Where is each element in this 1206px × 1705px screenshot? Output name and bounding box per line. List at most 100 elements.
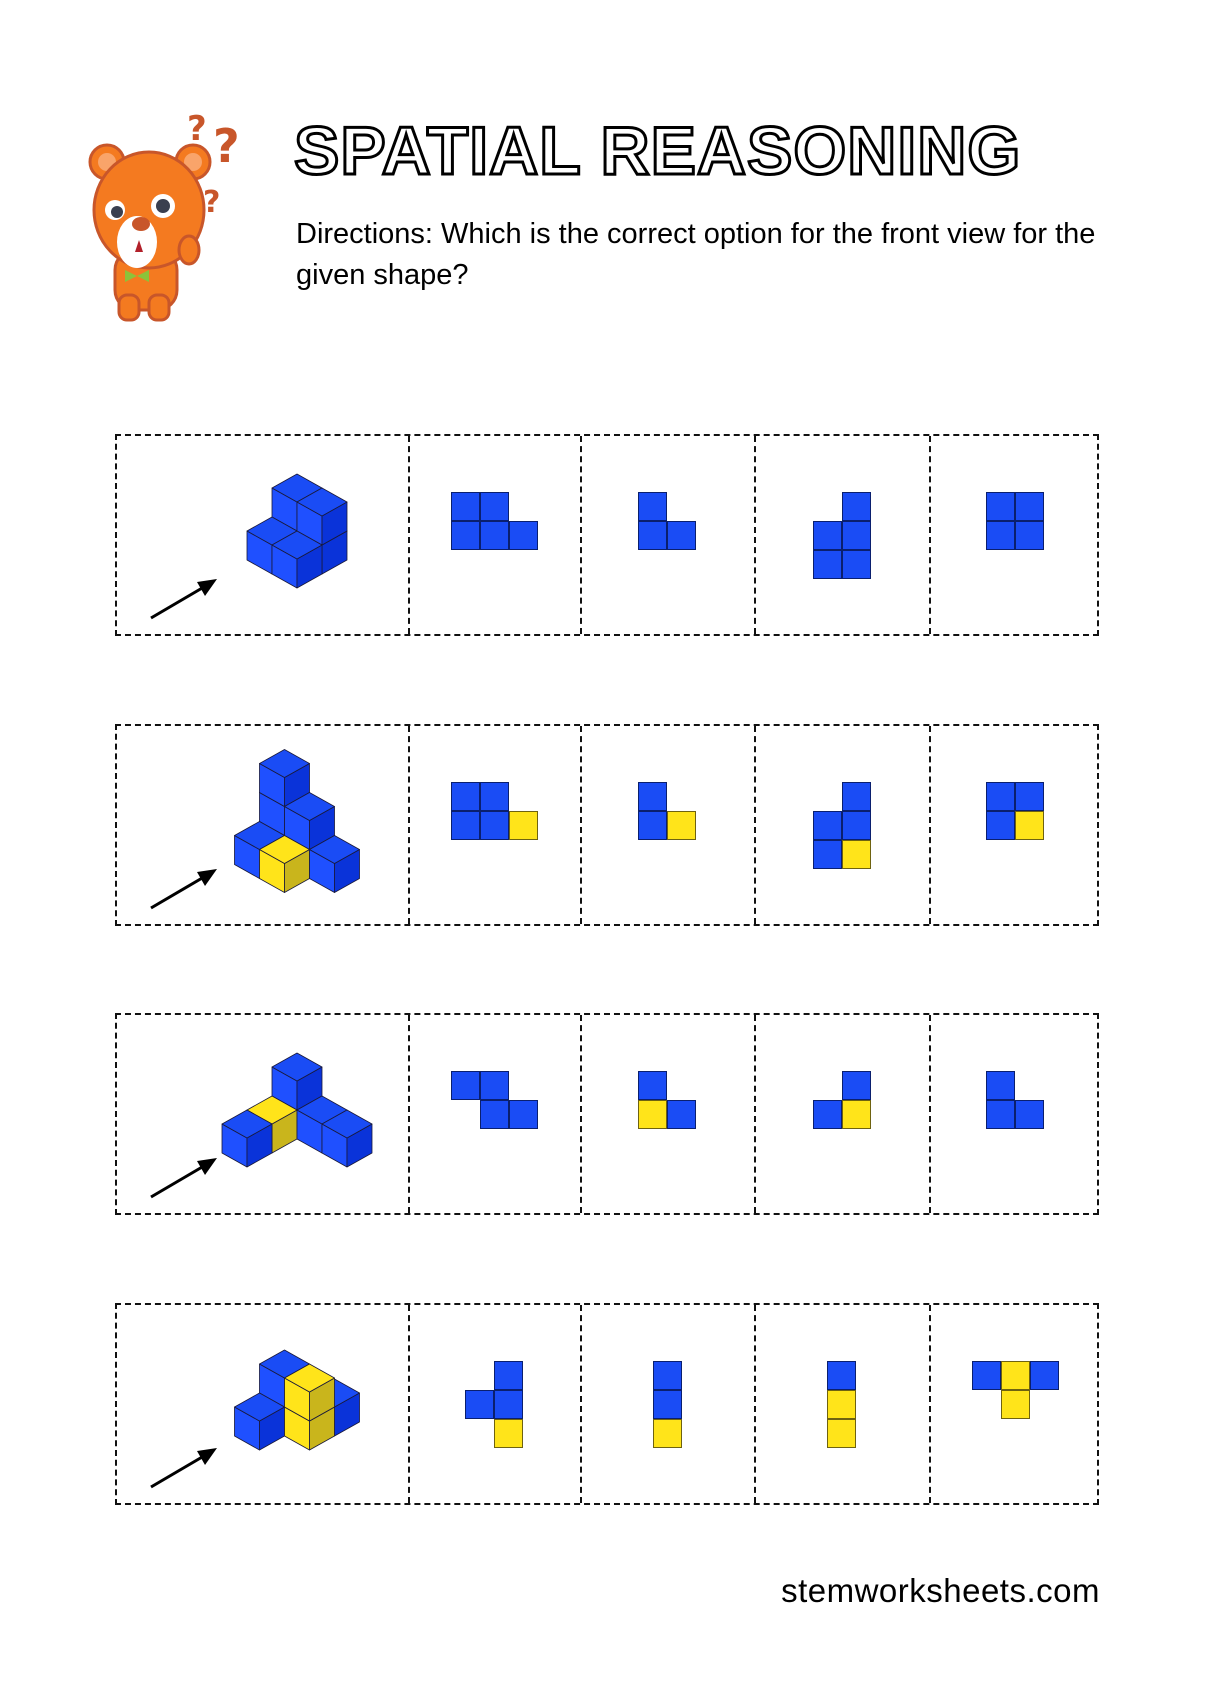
view-arrow-head <box>197 869 217 886</box>
answer-option-a[interactable] <box>408 1015 580 1213</box>
question-row <box>115 1013 1099 1215</box>
answer-option-b[interactable] <box>580 1015 754 1213</box>
cell-divider <box>754 436 756 634</box>
front-view-grid <box>812 782 871 869</box>
blue-square <box>479 811 509 840</box>
cell-divider <box>580 1305 582 1503</box>
cube-top-face <box>271 530 323 560</box>
yellow-square <box>1015 811 1044 840</box>
cube-top-face <box>284 792 335 821</box>
svg-text:?: ? <box>203 185 220 220</box>
thinking-bear-icon: ? ? ? <box>85 100 270 325</box>
answer-option-c[interactable] <box>754 726 929 924</box>
answer-option-d[interactable] <box>929 1015 1101 1213</box>
blue-square <box>479 521 509 550</box>
cell-divider <box>754 726 756 924</box>
yellow-square <box>827 1419 856 1448</box>
blue-square <box>479 492 509 521</box>
answer-option-a[interactable] <box>408 436 580 634</box>
blue-square <box>971 1361 1001 1390</box>
empty-cell <box>465 1419 494 1448</box>
blue-square <box>1029 1361 1059 1390</box>
blue-square <box>508 1100 538 1129</box>
blue-square <box>841 492 871 521</box>
blue-square <box>479 1071 509 1100</box>
yellow-square <box>667 811 696 840</box>
isometric-shape <box>150 1349 360 1489</box>
answer-option-a[interactable] <box>408 726 580 924</box>
blue-square <box>465 1390 494 1419</box>
yellow-square <box>652 1419 682 1448</box>
question-row <box>115 1303 1099 1505</box>
blue-square <box>1015 782 1044 811</box>
blue-square <box>494 1390 523 1419</box>
front-view-grid <box>812 492 871 579</box>
answer-option-c[interactable] <box>754 1305 929 1503</box>
cell-divider <box>580 1015 582 1213</box>
empty-cell <box>1015 1071 1044 1100</box>
blue-square <box>508 521 538 550</box>
blue-square <box>450 492 480 521</box>
blue-square <box>638 521 667 550</box>
cell-divider <box>408 436 410 634</box>
blue-square <box>652 1361 682 1390</box>
answer-option-d[interactable] <box>929 436 1101 634</box>
empty-cell <box>667 1071 696 1100</box>
cell-divider <box>929 436 931 634</box>
svg-text:?: ? <box>187 109 207 149</box>
empty-cell <box>1030 1390 1059 1419</box>
cell-divider <box>754 1015 756 1213</box>
front-view-grid <box>652 1361 682 1448</box>
blue-square <box>450 521 480 550</box>
answer-option-c[interactable] <box>754 1015 929 1213</box>
front-view-grid <box>986 492 1044 550</box>
cell-divider <box>580 436 582 634</box>
blue-square <box>1015 1100 1044 1129</box>
front-view-grid <box>465 1361 523 1448</box>
front-view-grid <box>450 782 538 840</box>
blue-square <box>479 782 509 811</box>
view-arrow-head <box>197 579 217 596</box>
blue-square <box>638 811 667 840</box>
blue-square <box>638 782 667 811</box>
answer-option-b[interactable] <box>580 726 754 924</box>
front-view-grid <box>986 782 1044 840</box>
empty-cell <box>509 782 538 811</box>
blue-square <box>812 1100 842 1129</box>
empty-cell <box>813 782 842 811</box>
cell-divider <box>408 726 410 924</box>
answer-option-d[interactable] <box>929 726 1101 924</box>
front-view-grid <box>971 1361 1059 1419</box>
answer-option-d[interactable] <box>929 1305 1101 1503</box>
cube-top-face <box>309 835 360 864</box>
blue-square <box>1015 521 1044 550</box>
front-view-grid <box>827 1361 856 1448</box>
view-arrow-head <box>197 1158 217 1175</box>
empty-cell <box>509 492 538 521</box>
view-arrow-icon <box>150 582 210 620</box>
answer-option-a[interactable] <box>408 1305 580 1503</box>
answer-option-b[interactable] <box>580 1305 754 1503</box>
blue-square <box>986 1071 1015 1100</box>
empty-cell <box>667 782 696 811</box>
isometric-shape <box>150 473 348 620</box>
cube-top-face <box>259 749 310 778</box>
footer-site: stemworksheets.com <box>781 1572 1100 1609</box>
blue-square <box>652 1390 682 1419</box>
front-view-grid <box>986 1071 1044 1129</box>
blue-square <box>450 811 480 840</box>
empty-cell <box>813 1071 842 1100</box>
blue-square <box>986 521 1015 550</box>
blue-square <box>450 1071 480 1100</box>
blue-square <box>986 811 1015 840</box>
front-view-grid <box>450 492 538 550</box>
yellow-square <box>638 1100 667 1129</box>
blue-square <box>986 1100 1015 1129</box>
answer-option-b[interactable] <box>580 436 754 634</box>
empty-cell <box>451 1100 480 1129</box>
blue-square <box>841 1071 871 1100</box>
blue-square <box>812 840 842 869</box>
page-title: SPATIAL REASONING <box>292 112 1022 191</box>
answer-option-c[interactable] <box>754 436 929 634</box>
empty-cell <box>972 1390 1001 1419</box>
